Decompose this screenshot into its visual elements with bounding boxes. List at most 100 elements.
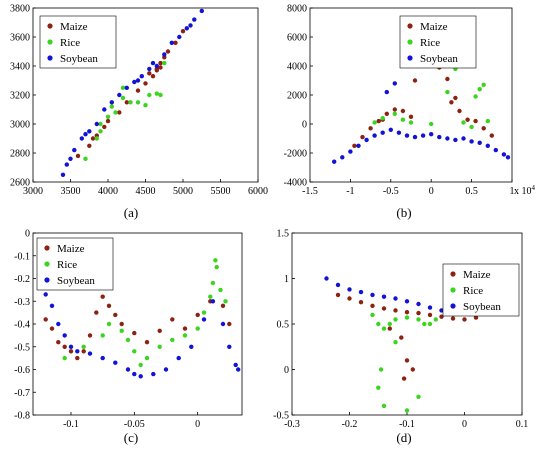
point-maize (143, 81, 148, 86)
x-tick-label: 5000 (173, 186, 193, 197)
point-soybean (388, 127, 393, 132)
y-tick-label: 6000 (287, 33, 307, 44)
point-soybean (72, 147, 77, 153)
y-tick-label: -0.6 (14, 365, 30, 376)
point-soybean (393, 296, 398, 301)
point-soybean (485, 143, 490, 148)
point-maize (370, 303, 375, 308)
point-soybean (176, 355, 181, 361)
point-rice (416, 394, 421, 399)
x-tick-label: 3000 (23, 186, 43, 197)
point-soybean (125, 367, 131, 372)
x-tick-label: 0 (195, 419, 200, 430)
point-soybean (404, 299, 410, 304)
point-rice (154, 91, 159, 96)
point-soybean (437, 134, 442, 140)
point-rice (98, 129, 103, 134)
legend: Maize Rice Soybean (442, 263, 520, 317)
point-rice (113, 110, 118, 115)
point-maize (220, 303, 226, 308)
point-rice (477, 87, 482, 92)
point-rice (157, 344, 162, 349)
point-maize (132, 330, 137, 336)
point-rice (195, 326, 200, 331)
point-rice (214, 264, 219, 270)
point-soybean (364, 137, 369, 143)
y-tick-label: -0.2 (14, 274, 30, 285)
point-soybean (79, 136, 85, 141)
y-tick-label: 2000 (287, 91, 307, 102)
y-tick-label: -0.1 (14, 251, 30, 262)
x-multiplier: x 104 (514, 184, 536, 197)
point-soybean (453, 137, 458, 143)
point-soybean (87, 351, 93, 356)
point-maize (195, 312, 200, 318)
point-soybean (154, 63, 159, 69)
point-soybean (62, 333, 67, 338)
panel-a: 3000 3500 4000 4500 5000 5500 6000 2600 2800 3000… (10, 4, 268, 221)
legend-label: Maize (57, 243, 85, 255)
point-maize (392, 107, 397, 112)
point-soybean (177, 34, 182, 40)
point-maize (105, 118, 111, 124)
y-tick-label: 2600 (10, 178, 30, 189)
point-soybean (189, 344, 194, 349)
point-maize (165, 49, 171, 54)
panel-label: (a) (124, 205, 138, 220)
legend: Maize Rice Soybean (399, 15, 477, 69)
x-tick-label: 4000 (98, 186, 118, 197)
point-soybean (416, 301, 421, 307)
x-tick-label: 6000 (248, 186, 268, 197)
point-maize (347, 296, 352, 301)
point-soybean (56, 321, 61, 327)
x-tick-label: -0.1 (399, 419, 415, 430)
x-tick-label: 0 (462, 419, 467, 430)
x-tick-label: 0.1 (516, 419, 529, 430)
point-maize (449, 100, 454, 105)
point-rice (408, 120, 414, 125)
point-rice (380, 116, 385, 121)
point-maize (399, 335, 404, 340)
point-maize (410, 367, 415, 372)
point-soybean (87, 129, 92, 134)
x-tick-label: -0.3 (284, 419, 300, 430)
point-maize (158, 65, 163, 70)
legend-label: Maize (463, 269, 491, 281)
point-soybean (372, 133, 377, 138)
point-rice (218, 287, 223, 293)
point-rice (100, 333, 105, 338)
point-rice (132, 349, 137, 354)
point-maize (427, 312, 433, 318)
point-rice (105, 114, 111, 120)
point-rice (98, 121, 103, 127)
point-maize (144, 340, 150, 345)
point-soybean (117, 92, 122, 98)
point-rice (473, 94, 478, 99)
point-maize (412, 78, 418, 83)
point-soybean (184, 26, 189, 31)
point-rice (170, 337, 175, 343)
x-tick-label: -1.5 (302, 186, 318, 197)
point-maize (170, 317, 175, 322)
point-maize (94, 310, 99, 315)
point-maize (416, 310, 421, 316)
y-tick-label: 3800 (10, 4, 30, 15)
point-rice (147, 92, 152, 98)
point-maize (462, 317, 467, 322)
legend-marker (44, 277, 50, 283)
point-rice (376, 385, 381, 390)
point-soybean (477, 140, 482, 145)
point-soybean (392, 81, 397, 86)
point-maize (381, 306, 387, 311)
point-maize (49, 326, 55, 331)
point-soybean (139, 74, 144, 79)
legend: Maize Rice Soybean (39, 15, 117, 69)
point-rice (213, 258, 218, 263)
y-tick-label: 0 (25, 229, 30, 240)
legend-label: Rice (463, 285, 483, 297)
point-rice (83, 156, 88, 161)
point-maize (117, 110, 122, 115)
point-rice (485, 118, 490, 124)
point-maize (465, 117, 470, 122)
point-soybean (227, 344, 232, 349)
